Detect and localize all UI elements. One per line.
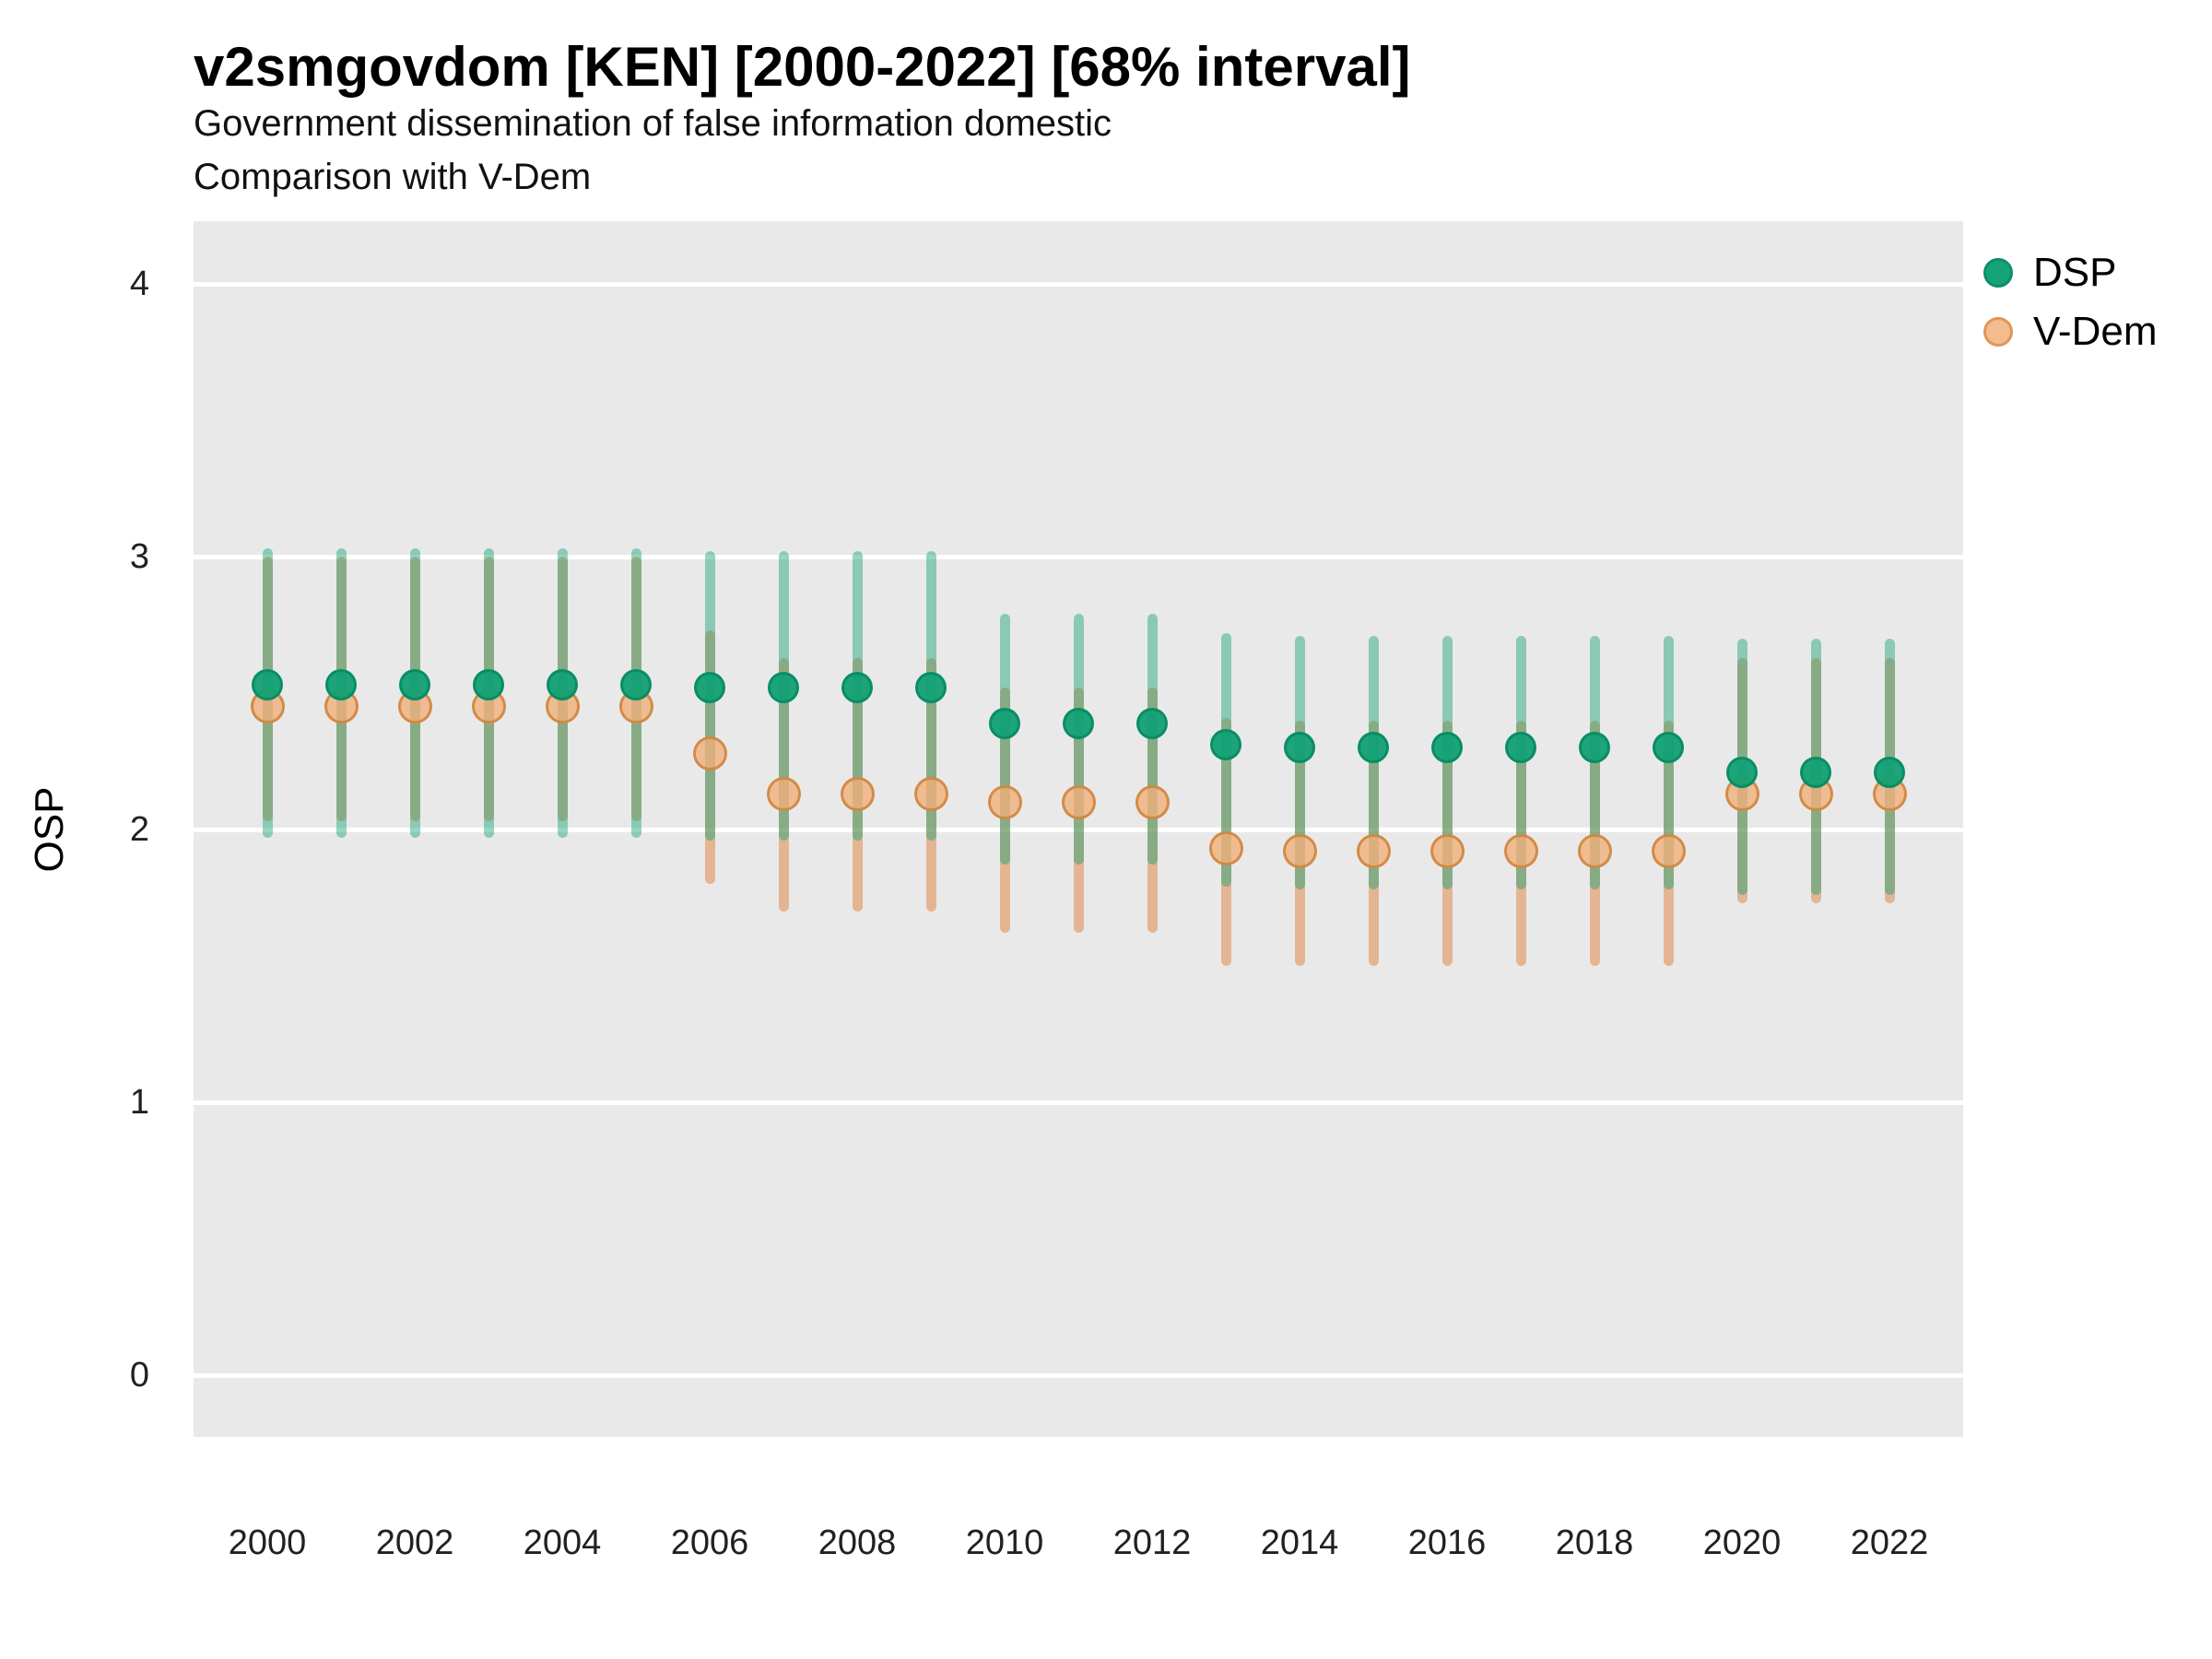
dsp-point-2006	[694, 672, 725, 704]
dsp-point-2001	[325, 669, 357, 701]
gridline-y-1	[194, 1100, 1963, 1105]
dsp-point-2019	[1653, 732, 1684, 764]
x-tick-label-2008: 2008	[818, 1524, 897, 1562]
dsp-point-2013	[1210, 729, 1241, 761]
dsp-point-2005	[620, 669, 652, 701]
vdem-point-2009	[913, 777, 948, 812]
dsp-point-2007	[768, 672, 799, 704]
dsp-point-2017	[1505, 732, 1536, 764]
x-tick-label-2018: 2018	[1555, 1524, 1634, 1562]
gridline-y-0	[194, 1372, 1963, 1378]
y-axis-title: OSP	[27, 786, 72, 873]
vdem-point-2011	[1061, 784, 1096, 819]
vdem-point-2017	[1503, 834, 1538, 869]
y-tick-label-3: 3	[129, 537, 149, 576]
vdem-point-2010	[987, 784, 1022, 819]
dsp-point-2010	[989, 707, 1020, 739]
legend-item-vdem: V-Dem	[1983, 306, 2157, 358]
dsp-point-2018	[1579, 732, 1610, 764]
x-tick-label-2002: 2002	[375, 1524, 454, 1562]
chart-subtitle: Government dissemination of false inform…	[194, 103, 1112, 144]
dsp-point-2012	[1136, 707, 1168, 739]
dsp-point-2004	[547, 669, 578, 701]
y-tick-label-1: 1	[129, 1083, 149, 1122]
y-tick-label-2: 2	[129, 810, 149, 849]
dsp-interval-bar-2010	[999, 614, 1010, 865]
legend-label-dsp: DSP	[2033, 250, 2117, 295]
vdem-point-2007	[766, 777, 801, 812]
vdem-point-2008	[840, 777, 875, 812]
x-tick-label-2000: 2000	[228, 1524, 307, 1562]
plot-panel	[194, 221, 1963, 1437]
gridline-y-4	[194, 281, 1963, 287]
x-tick-label-2014: 2014	[1260, 1524, 1339, 1562]
x-tick-label-2010: 2010	[965, 1524, 1044, 1562]
vdem-legend-dot-icon	[1983, 317, 2013, 347]
legend-label-vdem: V-Dem	[2033, 309, 2158, 354]
dsp-point-2015	[1358, 732, 1389, 764]
vdem-point-2019	[1651, 834, 1686, 869]
vdem-point-2012	[1135, 784, 1170, 819]
dsp-point-2008	[841, 672, 873, 704]
vdem-point-2015	[1356, 834, 1391, 869]
x-tick-label-2004: 2004	[523, 1524, 602, 1562]
dsp-point-2003	[473, 669, 504, 701]
dsp-interval-bar-2011	[1073, 614, 1084, 865]
vdem-point-2014	[1282, 834, 1317, 869]
legend-item-dsp: DSP	[1983, 247, 2157, 299]
chart-title: v2smgovdom [KEN] [2000-2022] [68% interv…	[194, 36, 1411, 98]
legend: DSP V-Dem	[1983, 247, 2157, 358]
vdem-point-2013	[1208, 831, 1243, 866]
dsp-point-2000	[252, 669, 283, 701]
x-tick-label-2012: 2012	[1112, 1524, 1192, 1562]
x-tick-label-2022: 2022	[1850, 1524, 1929, 1562]
x-tick-label-2020: 2020	[1702, 1524, 1782, 1562]
dsp-point-2020	[1726, 756, 1758, 788]
dsp-interval-bar-2012	[1147, 614, 1158, 865]
vdem-point-2016	[1430, 834, 1465, 869]
y-tick-label-4: 4	[129, 265, 149, 303]
x-tick-label-2006: 2006	[670, 1524, 749, 1562]
gridline-y-3	[194, 554, 1963, 559]
vdem-point-2006	[692, 735, 727, 771]
dsp-point-2011	[1063, 707, 1094, 739]
dsp-point-2022	[1874, 756, 1905, 788]
dsp-legend-dot-icon	[1983, 258, 2013, 288]
y-tick-label-0: 0	[129, 1356, 149, 1394]
vdem-point-2018	[1577, 834, 1612, 869]
dsp-point-2009	[915, 672, 947, 704]
x-tick-label-2016: 2016	[1407, 1524, 1487, 1562]
dsp-point-2016	[1431, 732, 1463, 764]
dsp-point-2002	[399, 669, 430, 701]
dsp-point-2014	[1284, 732, 1315, 764]
dsp-point-2021	[1800, 756, 1831, 788]
chart-subtitle-comparison: Comparison with V-Dem	[194, 157, 592, 197]
